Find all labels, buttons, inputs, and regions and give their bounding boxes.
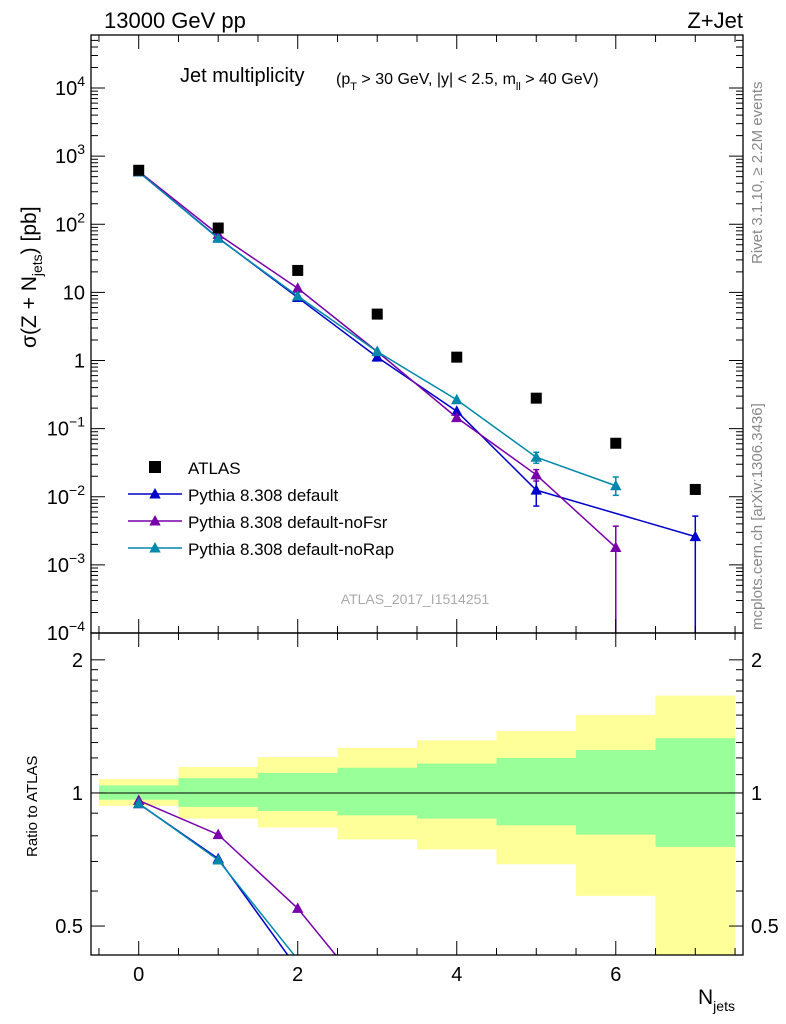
header-left: 13000 GeV pp — [104, 8, 246, 33]
main-y-axis-title: σ(Z + Njets) [pb] — [18, 206, 45, 348]
series-marker — [530, 468, 542, 480]
ratio-series-marker — [133, 797, 145, 808]
y-tick-label: 10−3 — [47, 550, 85, 577]
x-tick-label: 0 — [133, 964, 144, 986]
legend-marker — [149, 515, 161, 526]
ratio-y-tick-label-right: 1 — [751, 783, 762, 805]
series-marker — [451, 405, 463, 416]
series-line — [138, 171, 617, 487]
series-marker — [610, 541, 622, 552]
ratio-series-marker — [212, 828, 224, 840]
legend: ATLAS Pythia 8.308 default Pythia 8.308 de… — [128, 459, 394, 559]
ratio-y-axis: 0.5 0.5 1 1 2 2 — [55, 650, 779, 938]
data-point — [292, 264, 304, 276]
series-marker — [689, 530, 701, 542]
ratio-panel: 0.5 0.5 1 1 2 2 Ratio to ATLAS 0 2 4 6 Njets — [24, 632, 779, 1014]
series-marker — [212, 232, 224, 243]
series-marker — [451, 393, 463, 405]
ratio-y-tick-label-right: 0.5 — [751, 916, 779, 938]
series-marker — [451, 411, 463, 423]
x-tick-label: 6 — [610, 964, 621, 986]
y-tick-label: 10−1 — [47, 414, 85, 441]
y-tick-label: 10 — [63, 282, 85, 304]
legend-marker — [149, 488, 161, 499]
ratio-y-tick-label: 0.5 — [55, 916, 83, 938]
x-tick-label: 4 — [451, 964, 462, 986]
main-y-axis: 10−4 10−3 10−2 10−1 1 10 102 103 104 — [47, 34, 743, 645]
legend-label: ATLAS — [188, 459, 241, 478]
header-right: Z+Jet — [687, 8, 743, 33]
series-marker — [292, 282, 304, 293]
data-point — [371, 308, 383, 320]
uncertainty-band-green — [417, 763, 497, 819]
y-tick-label: 10−2 — [47, 482, 85, 509]
ratio-series-marker — [292, 902, 304, 913]
data-point — [610, 437, 622, 449]
data-point — [451, 351, 463, 363]
uncertainty-band-green — [337, 767, 417, 816]
ratio-series-marker — [212, 854, 224, 865]
ratio-y-axis-title: Ratio to ATLAS — [24, 756, 41, 857]
ratio-y-tick-label: 1 — [72, 783, 83, 805]
ratio-y-tick-label: 2 — [72, 650, 83, 672]
legend-marker-data — [149, 461, 161, 473]
y-tick-label: 102 — [55, 209, 85, 236]
legend-marker — [149, 542, 161, 553]
rivet-label: Rivet 3.1.10, ≥ 2.2M events — [749, 82, 766, 265]
legend-label: Pythia 8.308 default — [188, 486, 339, 505]
y-tick-label: 10−4 — [47, 618, 85, 645]
uncertainty-band-green — [257, 772, 338, 812]
data-point — [212, 222, 224, 234]
data-point — [530, 392, 542, 404]
ratio-series-line — [138, 799, 337, 955]
y-tick-label: 104 — [55, 73, 85, 100]
chart-subtitle: (pT > 30 GeV, |y| < 2.5, mll > 40 GeV) — [336, 71, 599, 93]
legend-label: Pythia 8.308 default-noFsr — [188, 513, 388, 532]
x-axis: 0 2 4 6 — [98, 633, 736, 986]
data-point — [689, 483, 701, 495]
ratio-series-line — [138, 802, 296, 955]
chart-title: Jet multiplicity — [180, 65, 304, 87]
series-marker — [292, 290, 304, 301]
y-tick-label: 1 — [74, 351, 85, 373]
ratio-y-tick-label-right: 2 — [751, 650, 762, 672]
series-marker — [610, 479, 622, 491]
y-tick-label: 103 — [55, 141, 85, 168]
mcplots-label: mcplots.cern.ch [arXiv:1306.3436] — [749, 403, 766, 630]
watermark: ATLAS_2017_I1514251 — [341, 591, 490, 607]
x-tick-label: 2 — [292, 964, 303, 986]
main-panel: Jet multiplicity (pT > 30 GeV, |y| < 2.5… — [18, 34, 744, 645]
data-point — [133, 164, 145, 176]
series-marker — [371, 345, 383, 357]
series-marker — [530, 451, 542, 462]
x-axis-title: Njets — [698, 986, 735, 1014]
ratio-series-line — [138, 803, 289, 955]
legend-label: Pythia 8.308 default-noRap — [188, 540, 394, 559]
series-marker — [371, 351, 383, 362]
uncertainty-band-green — [576, 750, 656, 835]
uncertainty-band-green — [496, 757, 577, 826]
series-marker — [530, 484, 542, 495]
